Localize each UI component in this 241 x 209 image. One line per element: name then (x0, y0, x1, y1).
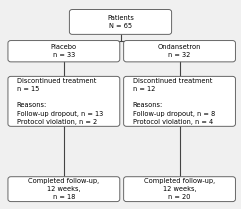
FancyBboxPatch shape (124, 177, 235, 201)
Text: Ondansetron
n = 32: Ondansetron n = 32 (158, 44, 201, 58)
FancyBboxPatch shape (124, 41, 235, 62)
Text: Discontinued treatment
n = 15

Reasons:
Follow-up dropout, n = 13
Protocol viola: Discontinued treatment n = 15 Reasons: F… (17, 78, 103, 125)
FancyBboxPatch shape (8, 76, 120, 126)
FancyBboxPatch shape (8, 41, 120, 62)
Text: Discontinued treatment
n = 12

Reasons:
Follow-up dropout, n = 8
Protocol violat: Discontinued treatment n = 12 Reasons: F… (133, 78, 215, 125)
FancyBboxPatch shape (8, 177, 120, 201)
Text: Placebo
n = 33: Placebo n = 33 (51, 44, 77, 58)
Text: Completed follow-up,
12 weeks,
n = 20: Completed follow-up, 12 weeks, n = 20 (144, 178, 215, 200)
Text: Patients
N = 65: Patients N = 65 (107, 15, 134, 29)
Text: Completed follow-up,
12 weeks,
n = 18: Completed follow-up, 12 weeks, n = 18 (28, 178, 100, 200)
FancyBboxPatch shape (124, 76, 235, 126)
FancyBboxPatch shape (69, 10, 172, 34)
